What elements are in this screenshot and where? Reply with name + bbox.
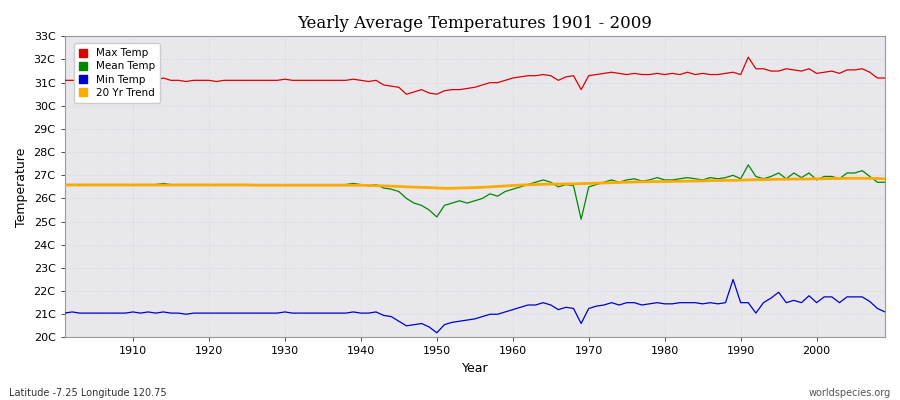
Legend: Max Temp, Mean Temp, Min Temp, 20 Yr Trend: Max Temp, Mean Temp, Min Temp, 20 Yr Tre… (74, 43, 160, 103)
Text: Latitude -7.25 Longitude 120.75: Latitude -7.25 Longitude 120.75 (9, 388, 166, 398)
Title: Yearly Average Temperatures 1901 - 2009: Yearly Average Temperatures 1901 - 2009 (297, 15, 652, 32)
Y-axis label: Temperature: Temperature (15, 147, 28, 226)
Text: worldspecies.org: worldspecies.org (809, 388, 891, 398)
X-axis label: Year: Year (462, 362, 488, 375)
